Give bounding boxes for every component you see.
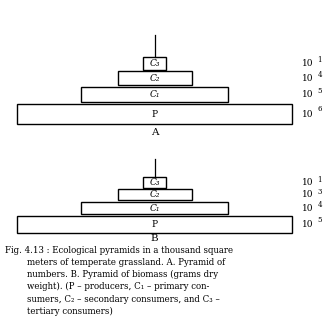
Text: C₃: C₃ [149, 178, 160, 187]
Text: P: P [152, 220, 158, 228]
Text: 6: 6 [318, 105, 322, 113]
Text: 10: 10 [302, 74, 314, 83]
Text: 10: 10 [302, 178, 314, 187]
Text: C₃: C₃ [149, 59, 160, 68]
Text: C₁: C₁ [149, 90, 160, 99]
Text: 4: 4 [318, 71, 322, 79]
Text: 3: 3 [318, 188, 322, 196]
Bar [17, 216, 292, 233]
Bar [118, 189, 192, 200]
Text: C₂: C₂ [149, 74, 160, 83]
Text: 10: 10 [302, 90, 314, 99]
Text: 10: 10 [302, 110, 314, 119]
Text: 5: 5 [318, 87, 322, 95]
Text: 1: 1 [318, 176, 322, 184]
Text: 10: 10 [302, 204, 314, 212]
Bar [17, 104, 292, 124]
Text: Fig. 4.13 : Ecological pyramids in a thousand square
        meters of temperate: Fig. 4.13 : Ecological pyramids in a tho… [5, 245, 233, 316]
Text: 4: 4 [318, 201, 322, 209]
Text: 10: 10 [302, 59, 314, 68]
Bar [118, 71, 192, 85]
Bar [81, 87, 228, 102]
Bar [143, 57, 166, 70]
Text: A: A [151, 128, 158, 137]
Bar [81, 202, 228, 214]
Text: 1: 1 [318, 56, 322, 64]
Text: 5: 5 [318, 216, 322, 224]
Text: C₁: C₁ [149, 204, 160, 212]
Bar [143, 177, 166, 188]
Text: C₂: C₂ [149, 190, 160, 199]
Text: P: P [152, 110, 158, 119]
Text: B: B [151, 234, 158, 243]
Text: 10: 10 [302, 190, 314, 199]
Text: 10: 10 [302, 220, 314, 228]
